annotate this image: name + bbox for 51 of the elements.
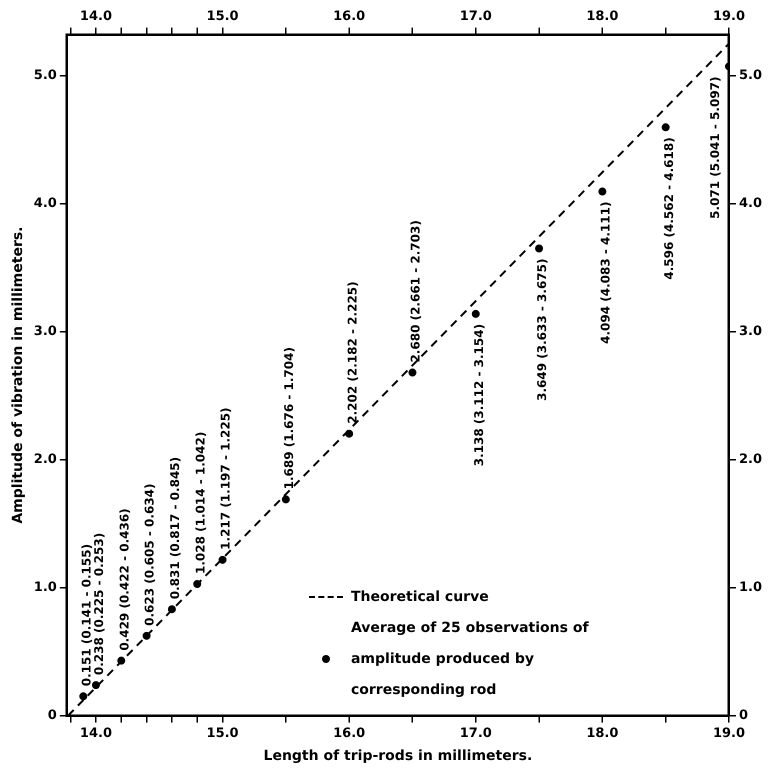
y2-tick-label: 1.0 xyxy=(738,580,762,595)
data-label: 1.028 (1.014 - 1.042) xyxy=(193,432,208,574)
x-axis-title: Length of trip-rods in millimeters. xyxy=(264,748,532,764)
y2-tick-label: 5.0 xyxy=(738,68,762,83)
x2-tick-label: 19.0 xyxy=(712,9,746,24)
y-tick-label: 0 xyxy=(48,708,57,723)
data-label: 1.689 (1.676 - 1.704) xyxy=(282,347,296,490)
data-label: 2.680 (2.661 - 2.703) xyxy=(408,220,423,363)
point xyxy=(598,188,606,196)
x-tick-label: 14.0 xyxy=(80,726,112,741)
data-label: 0.429 (0.422 - 0.436) xyxy=(117,508,132,651)
data-label: 4.094 (4.083 - 4.111) xyxy=(598,202,612,344)
x2-tick-label: 15.0 xyxy=(206,9,239,24)
legend-label: Average of 25 observations of amplitude produced by corresponding rod xyxy=(350,618,590,700)
point xyxy=(79,692,88,700)
y-axis-title: Amplitude of vibration in millimeters. xyxy=(10,226,26,524)
point xyxy=(472,310,480,318)
y2-tick-label: 2.0 xyxy=(738,452,762,467)
y-tick-label: 3.0 xyxy=(34,324,57,339)
point xyxy=(282,495,290,504)
data-label: 0.831 (0.817 - 0.845) xyxy=(168,456,182,600)
x2-tick-label: 16.0 xyxy=(333,9,366,24)
point xyxy=(408,368,416,377)
y-tick-label: 1.0 xyxy=(34,580,57,595)
data-label: 5.071 (5.041 - 5.097) xyxy=(708,76,722,219)
x2-tick-label: 18.0 xyxy=(586,9,618,24)
point xyxy=(662,123,670,132)
point xyxy=(535,244,544,252)
y-tick-label: 4.0 xyxy=(34,196,57,211)
y2-tick-label: 0 xyxy=(738,708,748,723)
y2-tick-label: 4.0 xyxy=(738,196,762,211)
y2-tick-label: 3.0 xyxy=(738,324,762,339)
y-tick-label: 2.0 xyxy=(34,452,57,467)
x-tick-label: 19.0 xyxy=(712,726,746,741)
data-label: 0.151 (0.141 - 0.155) xyxy=(79,544,94,686)
x2-tick-label: 14.0 xyxy=(80,9,112,24)
data-label: 3.138 (3.112 - 3.154) xyxy=(472,324,486,466)
x-tick-label: 16.0 xyxy=(333,726,366,741)
data-label: 4.596 (4.562 - 4.618) xyxy=(662,137,676,280)
legend-label: Theoretical curve xyxy=(350,588,490,607)
x-tick-label: 15.0 xyxy=(206,726,239,741)
data-label: 1.217 (1.197 - 1.225) xyxy=(218,407,233,550)
x2-tick-label: 17.0 xyxy=(460,9,492,24)
point xyxy=(218,556,227,564)
data-label: 0.238 (0.225 - 0.253) xyxy=(92,532,106,676)
data-label: 0.623 (0.605 - 0.634) xyxy=(142,483,157,626)
data-label: 3.649 (3.633 - 3.675) xyxy=(535,258,550,401)
y-tick-label: 5.0 xyxy=(34,68,57,83)
x-tick-label: 17.0 xyxy=(460,726,492,741)
data-label: 2.202 (2.182 - 2.225) xyxy=(345,281,360,424)
x-tick-label: 18.0 xyxy=(586,726,618,741)
